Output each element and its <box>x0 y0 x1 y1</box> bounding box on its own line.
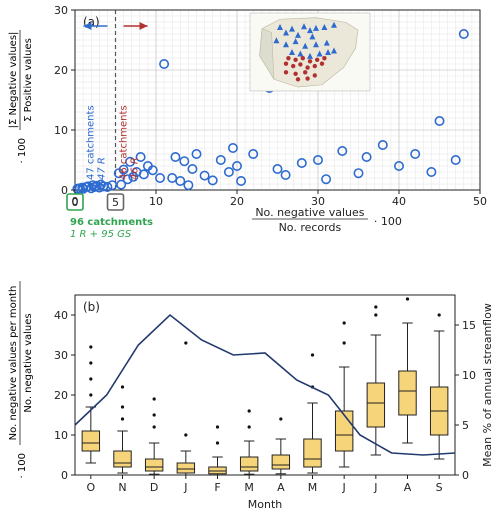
panel-b-label: (b) <box>83 300 100 314</box>
svg-text:46 R: 46 R <box>130 157 141 180</box>
svg-text:Σ Positive values: Σ Positive values <box>23 38 34 122</box>
month-label: J <box>373 481 377 494</box>
month-label: O <box>86 481 95 494</box>
svg-text:10: 10 <box>149 195 163 208</box>
month-label: J <box>342 481 346 494</box>
mean-streamflow-line <box>75 315 455 455</box>
svg-text:No. negative values: No. negative values <box>255 206 364 219</box>
svg-text:0: 0 <box>61 469 68 482</box>
month-label: A <box>404 481 412 494</box>
svg-text:46 catchments: 46 catchments <box>119 105 130 180</box>
month-label: D <box>150 481 158 494</box>
svg-text:30: 30 <box>54 4 68 17</box>
annot-blue: 47 catchments47 R <box>86 105 108 180</box>
svg-text:· 100: · 100 <box>374 215 402 228</box>
panel-b-y2label: Mean % of annual streamflow <box>481 303 494 467</box>
annot-green-bot: 1 R + 95 GS <box>70 229 132 240</box>
svg-text:20: 20 <box>54 389 68 402</box>
svg-text:50: 50 <box>473 195 487 208</box>
svg-text:0: 0 <box>72 196 79 209</box>
month-label: S <box>436 481 443 494</box>
svg-text:· 100: · 100 <box>17 138 28 163</box>
svg-text:No. negative values: No. negative values <box>23 313 34 412</box>
svg-text:10: 10 <box>54 429 68 442</box>
panel-b-boxplots <box>82 297 448 475</box>
svg-text:15: 15 <box>462 319 476 332</box>
svg-text:40: 40 <box>392 195 406 208</box>
svg-text:47 catchments: 47 catchments <box>86 105 97 180</box>
svg-text:0: 0 <box>462 469 469 482</box>
svg-text:|Σ Negative values|: |Σ Negative values| <box>8 32 19 129</box>
panel-b-ylabel: No. negative values per month No. negativ… <box>8 281 34 478</box>
svg-text:20: 20 <box>230 195 244 208</box>
panel-a-ylabel: |Σ Negative values| Σ Positive values · 1… <box>8 30 34 163</box>
svg-text:No. negative values per month: No. negative values per month <box>8 286 19 441</box>
svg-text:No. records: No. records <box>279 221 342 234</box>
month-label: J <box>183 481 187 494</box>
svg-text:10: 10 <box>54 124 68 137</box>
arrow-right-icon <box>140 22 148 30</box>
panel-b-frame <box>75 295 455 475</box>
inset-map <box>250 13 370 91</box>
svg-text:· 100: · 100 <box>17 453 28 478</box>
panel-b-xlabel: Month <box>248 498 283 508</box>
annot-green-top: 96 catchments <box>70 217 153 228</box>
month-label: M <box>308 481 318 494</box>
svg-text:5: 5 <box>112 196 119 209</box>
svg-text:Mean % of annual streamflow: Mean % of annual streamflow <box>481 303 494 467</box>
svg-text:10: 10 <box>462 369 476 382</box>
svg-text:30: 30 <box>54 349 68 362</box>
svg-text:20: 20 <box>54 64 68 77</box>
month-label: M <box>244 481 254 494</box>
month-label: F <box>214 481 220 494</box>
svg-text:47 R: 47 R <box>97 157 108 180</box>
month-label: N <box>118 481 126 494</box>
svg-text:40: 40 <box>54 309 68 322</box>
month-label: A <box>277 481 285 494</box>
svg-text:5: 5 <box>462 419 469 432</box>
annot-red: 46 catchments46 R <box>119 105 141 180</box>
